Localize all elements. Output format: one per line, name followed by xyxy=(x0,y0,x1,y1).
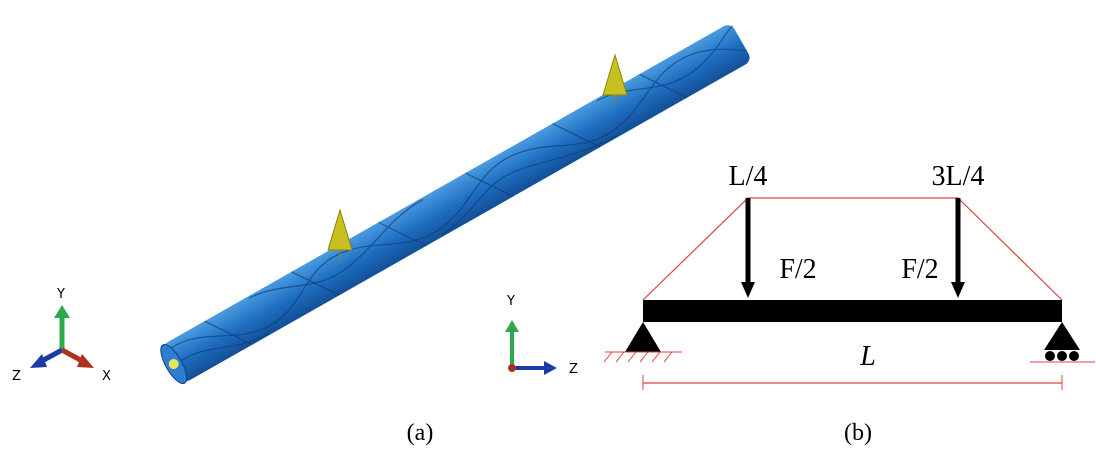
caption: (a) xyxy=(407,420,434,446)
figure: Y Z X Y Z (a) L/4 3L/4 F/2 F/2 L (b) xyxy=(0,0,1096,450)
rope xyxy=(156,22,752,387)
axis-triad: Y Z xyxy=(505,294,578,377)
axis-label: Y xyxy=(506,294,515,309)
dimension-label: 3L/4 xyxy=(932,161,985,192)
dimension-label: L/4 xyxy=(729,161,768,192)
axis-triad: Y Z X xyxy=(12,287,111,384)
axis-label: Z xyxy=(569,362,578,377)
span-label: L xyxy=(859,341,876,372)
load-label: F/2 xyxy=(901,254,938,285)
beam-diagram xyxy=(604,198,1095,390)
axis-label: X xyxy=(102,369,111,384)
caption: (b) xyxy=(844,420,872,446)
axis-label: Y xyxy=(56,287,65,302)
axis-label: Z xyxy=(12,369,21,384)
load-label: F/2 xyxy=(779,254,816,285)
